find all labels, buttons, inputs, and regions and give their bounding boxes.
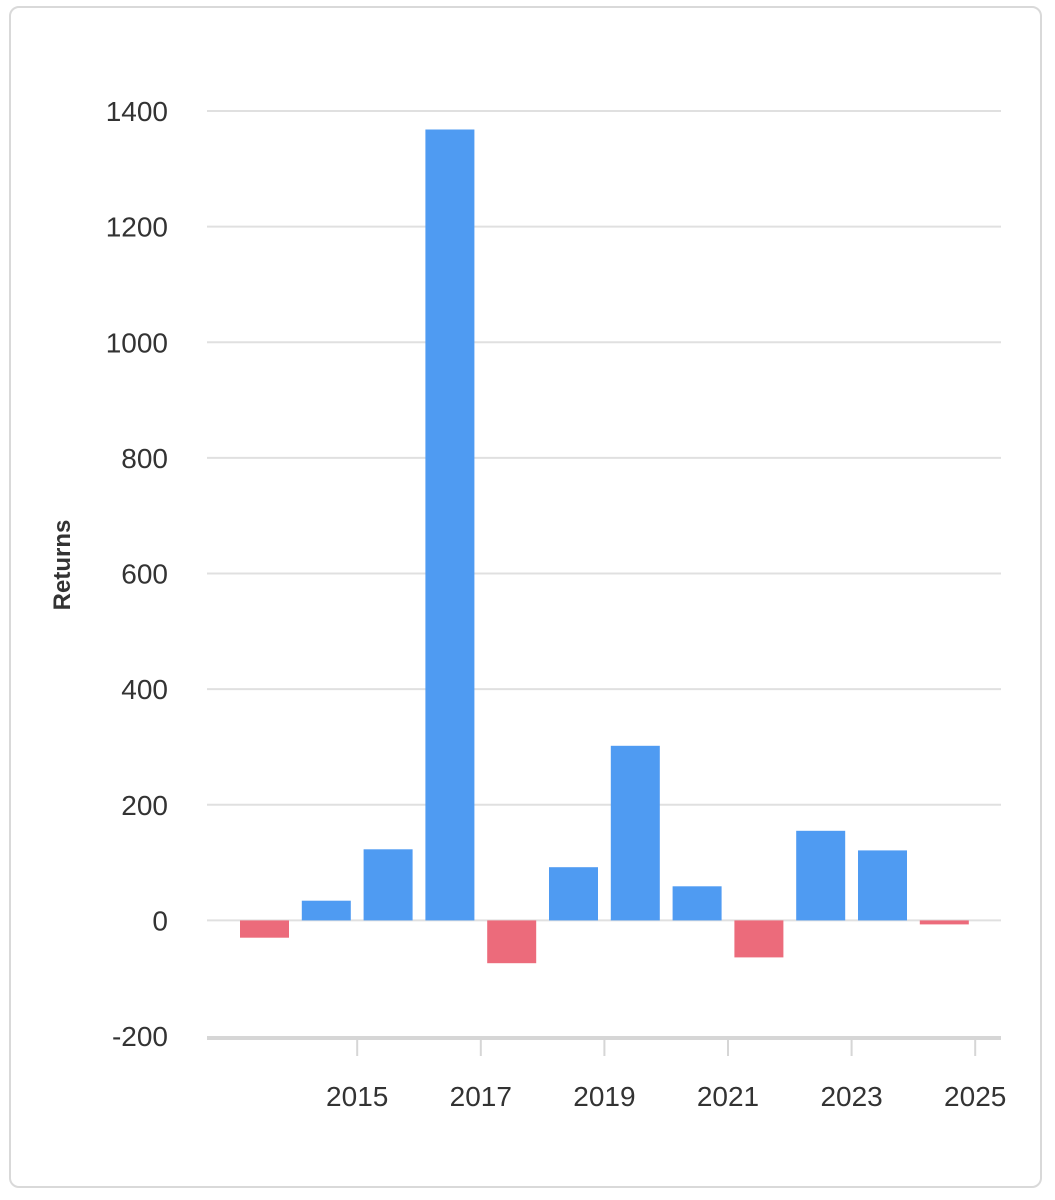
x-axis: 2015 2017 2019 2021 2023 2025 — [207, 1036, 1006, 1112]
bar-2015[interactable] — [301, 900, 351, 921]
chart-card — [9, 6, 1042, 1188]
bar-2016[interactable] — [363, 849, 413, 921]
x-tick-label: 2025 — [944, 1081, 1006, 1112]
bar-2025[interactable] — [919, 920, 969, 925]
y-tick-label: 1400 — [106, 96, 168, 127]
bar-2014[interactable] — [240, 920, 289, 938]
bar-2020[interactable] — [610, 745, 660, 921]
y-tick-label: 0 — [152, 905, 168, 936]
y-tick-label: 400 — [121, 674, 168, 705]
bar-2018[interactable] — [487, 920, 537, 964]
y-tick-label: 200 — [121, 790, 168, 821]
x-tick-label: 2019 — [573, 1081, 635, 1112]
y-axis: -200 0 200 400 600 800 1000 1200 1400 — [106, 96, 168, 1052]
x-tick-label: 2023 — [820, 1081, 882, 1112]
y-tick-label: 1000 — [106, 327, 168, 358]
gridlines — [207, 110, 1001, 922]
bar-2022[interactable] — [734, 920, 784, 958]
bar-2024[interactable] — [858, 850, 907, 921]
bars — [240, 129, 969, 964]
y-tick-label: 800 — [121, 443, 168, 474]
bar-2021[interactable] — [672, 886, 722, 921]
bar-2017[interactable] — [425, 129, 475, 921]
x-tick-label: 2021 — [697, 1081, 759, 1112]
bar-2023[interactable] — [796, 830, 846, 921]
y-tick-label: 1200 — [106, 212, 168, 243]
x-tick-label: 2017 — [450, 1081, 512, 1112]
y-tick-label: 600 — [121, 559, 168, 590]
y-tick-label: -200 — [112, 1021, 168, 1052]
bar-2019[interactable] — [549, 867, 598, 921]
x-tick-label: 2015 — [326, 1081, 388, 1112]
y-axis-title: Returns — [49, 520, 76, 611]
